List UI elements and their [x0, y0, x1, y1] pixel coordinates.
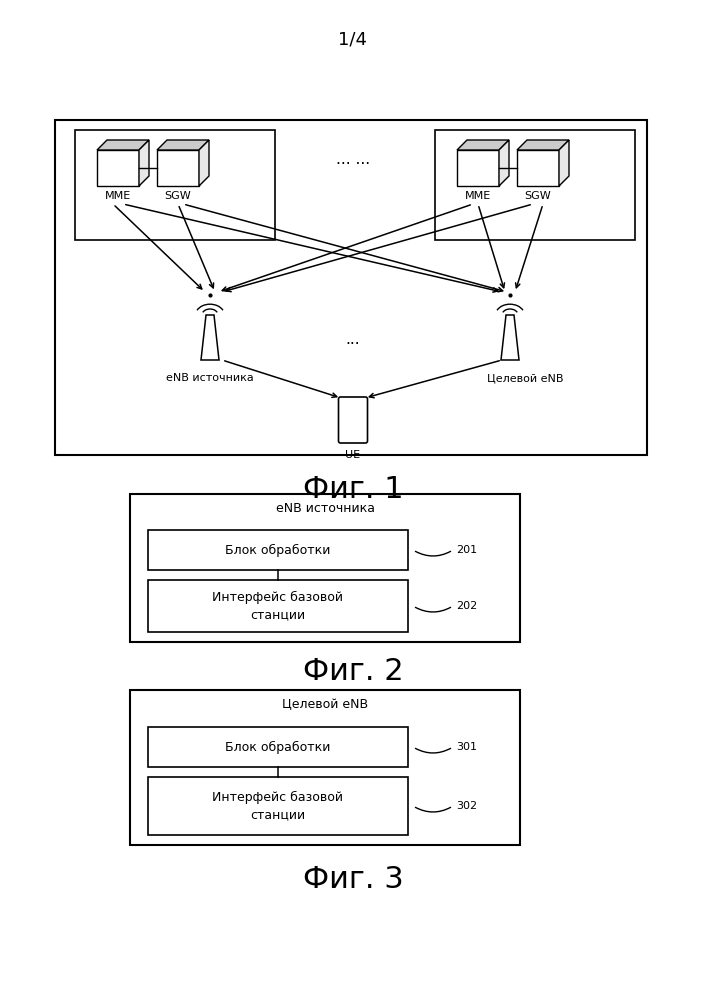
Polygon shape [457, 150, 499, 186]
Bar [148, 777, 408, 835]
Bar [148, 580, 408, 632]
Polygon shape [157, 150, 199, 186]
Bar [130, 494, 520, 642]
Polygon shape [199, 140, 209, 186]
Text: UE: UE [346, 450, 361, 460]
Text: ... ...: ... ... [336, 152, 370, 167]
Bar [75, 130, 275, 240]
Text: eNB источника: eNB источника [166, 373, 254, 383]
Bar [55, 120, 647, 455]
Text: Интерфейс базовой
станции: Интерфейс базовой станции [213, 791, 344, 821]
Text: Блок обработки: Блок обработки [226, 740, 331, 754]
Text: Целевой eNB: Целевой eNB [486, 373, 563, 383]
Polygon shape [559, 140, 569, 186]
Text: MME: MME [105, 191, 131, 201]
Text: Фиг. 3: Фиг. 3 [303, 865, 404, 894]
Polygon shape [457, 140, 509, 150]
Text: 202: 202 [456, 601, 477, 611]
Text: 302: 302 [456, 801, 477, 811]
Text: 301: 301 [456, 742, 477, 752]
Text: MME: MME [465, 191, 491, 201]
Polygon shape [157, 140, 209, 150]
Polygon shape [499, 140, 509, 186]
Polygon shape [97, 150, 139, 186]
Text: Блок обработки: Блок обработки [226, 543, 331, 557]
Text: SGW: SGW [525, 191, 551, 201]
Text: 1/4: 1/4 [339, 31, 368, 49]
Bar [148, 727, 408, 767]
Text: SGW: SGW [165, 191, 192, 201]
Text: Целевой eNB: Целевой eNB [282, 698, 368, 712]
Polygon shape [97, 140, 149, 150]
Text: Интерфейс базовой
станции: Интерфейс базовой станции [213, 591, 344, 621]
FancyBboxPatch shape [339, 397, 368, 443]
Text: 201: 201 [456, 545, 477, 555]
Polygon shape [517, 140, 569, 150]
Polygon shape [517, 150, 559, 186]
Text: eNB источника: eNB источника [276, 502, 375, 516]
Text: ...: ... [346, 332, 361, 348]
Polygon shape [501, 315, 519, 360]
Text: Фиг. 1: Фиг. 1 [303, 476, 403, 504]
Bar [130, 690, 520, 845]
Text: Фиг. 2: Фиг. 2 [303, 658, 403, 686]
Polygon shape [201, 315, 219, 360]
Polygon shape [139, 140, 149, 186]
Bar [148, 530, 408, 570]
Bar [435, 130, 635, 240]
